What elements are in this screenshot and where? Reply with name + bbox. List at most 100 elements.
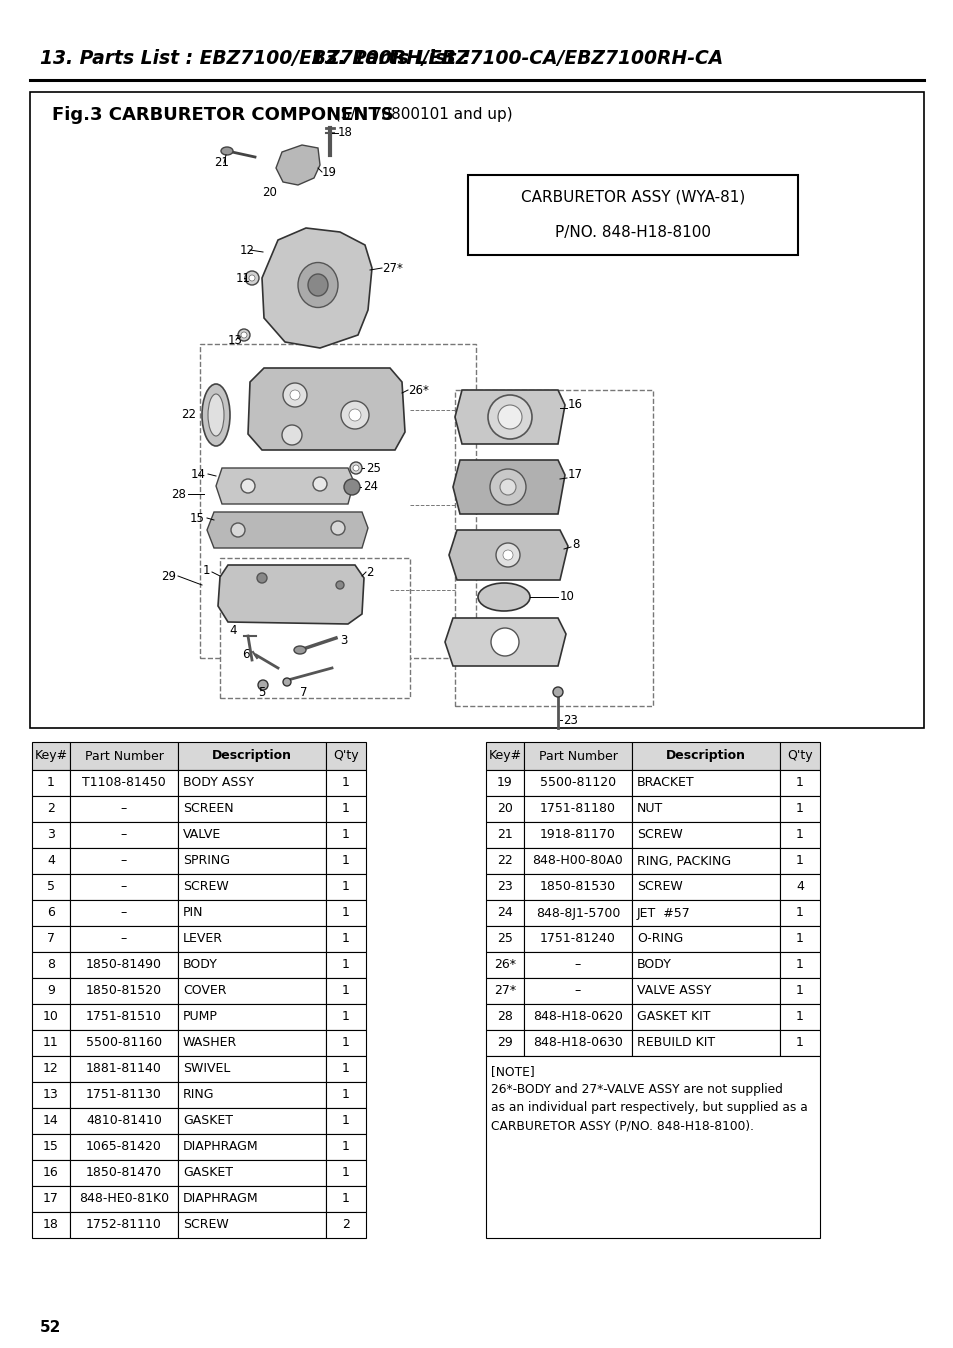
- Bar: [485, 822, 523, 848]
- Bar: [32, 770, 70, 797]
- Bar: [32, 1082, 70, 1108]
- Polygon shape: [444, 617, 565, 666]
- Text: 1: 1: [342, 776, 350, 790]
- Bar: [178, 797, 326, 822]
- Text: 12: 12: [43, 1062, 59, 1076]
- Text: P/NO. 848-H18-8100: P/NO. 848-H18-8100: [555, 225, 710, 240]
- Text: 22: 22: [181, 408, 195, 422]
- Circle shape: [331, 520, 345, 535]
- Bar: [631, 741, 780, 770]
- Ellipse shape: [202, 384, 230, 446]
- Text: 1: 1: [342, 1088, 350, 1101]
- Circle shape: [241, 479, 254, 493]
- Text: 1850-81490: 1850-81490: [86, 958, 162, 972]
- Text: 1: 1: [795, 933, 803, 945]
- Text: 27*: 27*: [494, 984, 516, 998]
- Circle shape: [290, 390, 299, 400]
- Bar: [178, 1108, 326, 1134]
- Text: 12: 12: [240, 244, 254, 256]
- Text: 1: 1: [795, 829, 803, 841]
- Text: –: –: [121, 802, 127, 816]
- Text: WASHER: WASHER: [183, 1037, 237, 1050]
- Text: 1: 1: [202, 563, 210, 577]
- Text: 10: 10: [559, 590, 575, 604]
- Bar: [70, 770, 178, 797]
- Bar: [70, 741, 178, 770]
- Text: 1751-81510: 1751-81510: [86, 1011, 162, 1023]
- Text: 1: 1: [342, 802, 350, 816]
- Text: 2: 2: [47, 802, 55, 816]
- Text: 19: 19: [497, 776, 513, 790]
- Text: 1: 1: [795, 776, 803, 790]
- Bar: [631, 1004, 780, 1030]
- Text: 848-HE0-81K0: 848-HE0-81K0: [79, 1193, 169, 1205]
- Text: 21: 21: [497, 829, 513, 841]
- Bar: [70, 900, 178, 926]
- Bar: [70, 1186, 178, 1212]
- Bar: [523, 926, 631, 952]
- Text: 6: 6: [242, 648, 250, 662]
- Bar: [70, 822, 178, 848]
- Text: 848-H18-0620: 848-H18-0620: [533, 1011, 622, 1023]
- Ellipse shape: [294, 646, 306, 654]
- Text: 848-H18-0630: 848-H18-0630: [533, 1037, 622, 1050]
- Bar: [32, 1186, 70, 1212]
- Ellipse shape: [308, 274, 328, 297]
- Bar: [178, 926, 326, 952]
- Text: Q'ty: Q'ty: [786, 749, 812, 763]
- Text: 17: 17: [567, 469, 582, 481]
- Circle shape: [283, 383, 307, 407]
- Bar: [631, 874, 780, 900]
- Bar: [178, 979, 326, 1004]
- Text: 5500-81120: 5500-81120: [539, 776, 616, 790]
- Text: DIAPHRAGM: DIAPHRAGM: [183, 1140, 258, 1154]
- Text: 1: 1: [795, 984, 803, 998]
- Text: 24: 24: [497, 906, 513, 919]
- Text: 19: 19: [322, 166, 336, 178]
- Circle shape: [490, 469, 525, 506]
- Text: 5: 5: [47, 880, 55, 894]
- Bar: [326, 1055, 366, 1082]
- Text: JET  #57: JET #57: [637, 906, 690, 919]
- Bar: [326, 1004, 366, 1030]
- Text: 18: 18: [43, 1219, 59, 1232]
- Text: 52: 52: [40, 1321, 61, 1336]
- Text: 1: 1: [795, 906, 803, 919]
- Bar: [178, 822, 326, 848]
- Text: Key#: Key#: [34, 749, 68, 763]
- Bar: [178, 1161, 326, 1186]
- Bar: [220, 558, 410, 698]
- Text: 25: 25: [366, 461, 380, 474]
- Circle shape: [249, 275, 254, 280]
- Text: SPRING: SPRING: [183, 855, 230, 868]
- Bar: [70, 1134, 178, 1161]
- Text: BODY: BODY: [183, 958, 217, 972]
- Circle shape: [349, 408, 360, 421]
- Bar: [70, 979, 178, 1004]
- Bar: [178, 770, 326, 797]
- Text: 16: 16: [567, 399, 582, 411]
- Text: CARBURETOR ASSY (P/NO. 848-H18-8100).: CARBURETOR ASSY (P/NO. 848-H18-8100).: [491, 1119, 753, 1132]
- Bar: [523, 874, 631, 900]
- Text: T1108-81450: T1108-81450: [82, 776, 166, 790]
- Text: PUMP: PUMP: [183, 1011, 217, 1023]
- Text: –: –: [121, 880, 127, 894]
- Bar: [780, 874, 820, 900]
- Bar: [780, 900, 820, 926]
- Text: RING, PACKING: RING, PACKING: [637, 855, 730, 868]
- Text: 13: 13: [228, 333, 243, 346]
- Bar: [326, 822, 366, 848]
- Bar: [326, 797, 366, 822]
- Bar: [485, 874, 523, 900]
- Bar: [70, 848, 178, 874]
- Text: 1: 1: [342, 933, 350, 945]
- Text: 13. Parts List :: 13. Parts List :: [311, 49, 476, 67]
- Text: 8: 8: [47, 958, 55, 972]
- Text: Description: Description: [665, 749, 745, 763]
- Bar: [485, 741, 523, 770]
- Polygon shape: [215, 468, 354, 504]
- Bar: [32, 952, 70, 979]
- Bar: [485, 848, 523, 874]
- Text: 14: 14: [191, 468, 206, 480]
- Bar: [485, 926, 523, 952]
